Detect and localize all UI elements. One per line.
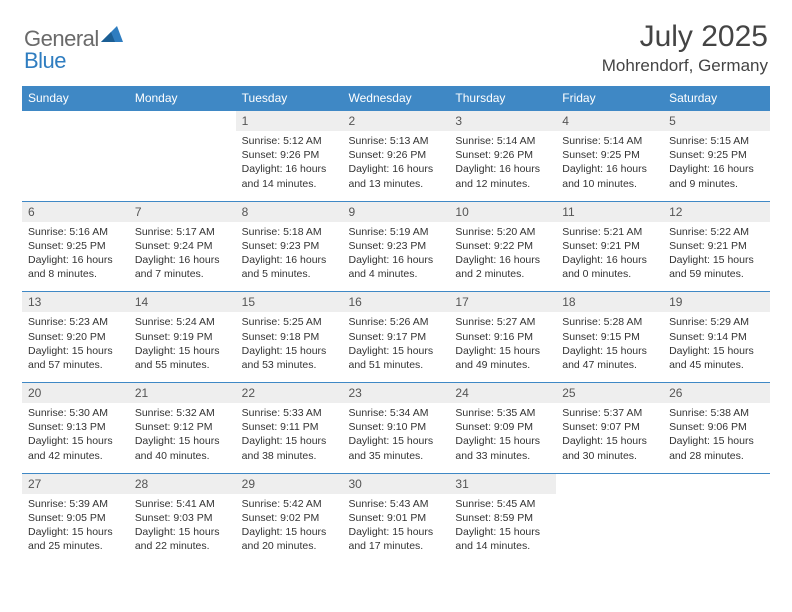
daynum-2: 2 <box>343 111 450 132</box>
daydetail-1: Sunrise: 5:12 AMSunset: 9:26 PMDaylight:… <box>236 131 343 201</box>
dayheader-monday: Monday <box>129 86 236 111</box>
daydetail-10: Sunrise: 5:20 AMSunset: 9:22 PMDaylight:… <box>449 222 556 292</box>
dayheader-wednesday: Wednesday <box>343 86 450 111</box>
daydetail-17: Sunrise: 5:27 AMSunset: 9:16 PMDaylight:… <box>449 312 556 382</box>
daynum-6: 6 <box>22 201 129 222</box>
dayheader-saturday: Saturday <box>663 86 770 111</box>
daydetail-8: Sunrise: 5:18 AMSunset: 9:23 PMDaylight:… <box>236 222 343 292</box>
daydetail-30: Sunrise: 5:43 AMSunset: 9:01 PMDaylight:… <box>343 494 450 564</box>
daynum-8: 8 <box>236 201 343 222</box>
daydetail-13: Sunrise: 5:23 AMSunset: 9:20 PMDaylight:… <box>22 312 129 382</box>
daydetail-18: Sunrise: 5:28 AMSunset: 9:15 PMDaylight:… <box>556 312 663 382</box>
dayheader-friday: Friday <box>556 86 663 111</box>
daydetail-25: Sunrise: 5:37 AMSunset: 9:07 PMDaylight:… <box>556 403 663 473</box>
daynum-18: 18 <box>556 292 663 313</box>
daydetail-11: Sunrise: 5:21 AMSunset: 9:21 PMDaylight:… <box>556 222 663 292</box>
daydetail-29: Sunrise: 5:42 AMSunset: 9:02 PMDaylight:… <box>236 494 343 564</box>
daynum-14: 14 <box>129 292 236 313</box>
daynum-23: 23 <box>343 383 450 404</box>
daydetail-3: Sunrise: 5:14 AMSunset: 9:26 PMDaylight:… <box>449 131 556 201</box>
daynum-24: 24 <box>449 383 556 404</box>
calendar-table: SundayMondayTuesdayWednesdayThursdayFrid… <box>22 86 770 563</box>
daynum-empty <box>129 111 236 132</box>
logo-text-blue: Blue <box>24 48 66 73</box>
daydetail-empty <box>129 131 236 201</box>
daydetail-31: Sunrise: 5:45 AMSunset: 8:59 PMDaylight:… <box>449 494 556 564</box>
month-title: July 2025 <box>602 20 768 54</box>
dayheader-sunday: Sunday <box>22 86 129 111</box>
daydetail-7: Sunrise: 5:17 AMSunset: 9:24 PMDaylight:… <box>129 222 236 292</box>
daynum-19: 19 <box>663 292 770 313</box>
daydetail-24: Sunrise: 5:35 AMSunset: 9:09 PMDaylight:… <box>449 403 556 473</box>
daydetail-20: Sunrise: 5:30 AMSunset: 9:13 PMDaylight:… <box>22 403 129 473</box>
daynum-31: 31 <box>449 473 556 494</box>
daydetail-22: Sunrise: 5:33 AMSunset: 9:11 PMDaylight:… <box>236 403 343 473</box>
daydetail-2: Sunrise: 5:13 AMSunset: 9:26 PMDaylight:… <box>343 131 450 201</box>
daynum-empty <box>22 111 129 132</box>
daynum-27: 27 <box>22 473 129 494</box>
daydetail-empty <box>663 494 770 564</box>
daydetail-4: Sunrise: 5:14 AMSunset: 9:25 PMDaylight:… <box>556 131 663 201</box>
daynum-16: 16 <box>343 292 450 313</box>
daynum-12: 12 <box>663 201 770 222</box>
daydetail-9: Sunrise: 5:19 AMSunset: 9:23 PMDaylight:… <box>343 222 450 292</box>
daydetail-12: Sunrise: 5:22 AMSunset: 9:21 PMDaylight:… <box>663 222 770 292</box>
daynum-17: 17 <box>449 292 556 313</box>
location-label: Mohrendorf, Germany <box>602 56 768 76</box>
daynum-21: 21 <box>129 383 236 404</box>
daynum-5: 5 <box>663 111 770 132</box>
title-block: July 2025 Mohrendorf, Germany <box>602 20 768 76</box>
daydetail-19: Sunrise: 5:29 AMSunset: 9:14 PMDaylight:… <box>663 312 770 382</box>
dayheader-tuesday: Tuesday <box>236 86 343 111</box>
dayheader-thursday: Thursday <box>449 86 556 111</box>
daydetail-empty <box>556 494 663 564</box>
daynum-1: 1 <box>236 111 343 132</box>
daynum-20: 20 <box>22 383 129 404</box>
daynum-empty <box>556 473 663 494</box>
daydetail-14: Sunrise: 5:24 AMSunset: 9:19 PMDaylight:… <box>129 312 236 382</box>
daynum-9: 9 <box>343 201 450 222</box>
daynum-25: 25 <box>556 383 663 404</box>
daynum-3: 3 <box>449 111 556 132</box>
daydetail-27: Sunrise: 5:39 AMSunset: 9:05 PMDaylight:… <box>22 494 129 564</box>
daynum-29: 29 <box>236 473 343 494</box>
daydetail-16: Sunrise: 5:26 AMSunset: 9:17 PMDaylight:… <box>343 312 450 382</box>
daydetail-5: Sunrise: 5:15 AMSunset: 9:25 PMDaylight:… <box>663 131 770 201</box>
daynum-15: 15 <box>236 292 343 313</box>
daynum-empty <box>663 473 770 494</box>
daynum-4: 4 <box>556 111 663 132</box>
logo-triangle-icon <box>101 26 123 47</box>
logo-line2: Blue <box>24 48 66 74</box>
page-header: General July 2025 Mohrendorf, Germany <box>0 0 792 80</box>
daynum-22: 22 <box>236 383 343 404</box>
daynum-13: 13 <box>22 292 129 313</box>
daydetail-26: Sunrise: 5:38 AMSunset: 9:06 PMDaylight:… <box>663 403 770 473</box>
daynum-26: 26 <box>663 383 770 404</box>
daydetail-23: Sunrise: 5:34 AMSunset: 9:10 PMDaylight:… <box>343 403 450 473</box>
daydetail-28: Sunrise: 5:41 AMSunset: 9:03 PMDaylight:… <box>129 494 236 564</box>
daydetail-6: Sunrise: 5:16 AMSunset: 9:25 PMDaylight:… <box>22 222 129 292</box>
daynum-11: 11 <box>556 201 663 222</box>
daynum-28: 28 <box>129 473 236 494</box>
daydetail-15: Sunrise: 5:25 AMSunset: 9:18 PMDaylight:… <box>236 312 343 382</box>
daydetail-empty <box>22 131 129 201</box>
daynum-7: 7 <box>129 201 236 222</box>
daydetail-21: Sunrise: 5:32 AMSunset: 9:12 PMDaylight:… <box>129 403 236 473</box>
daynum-30: 30 <box>343 473 450 494</box>
daynum-10: 10 <box>449 201 556 222</box>
